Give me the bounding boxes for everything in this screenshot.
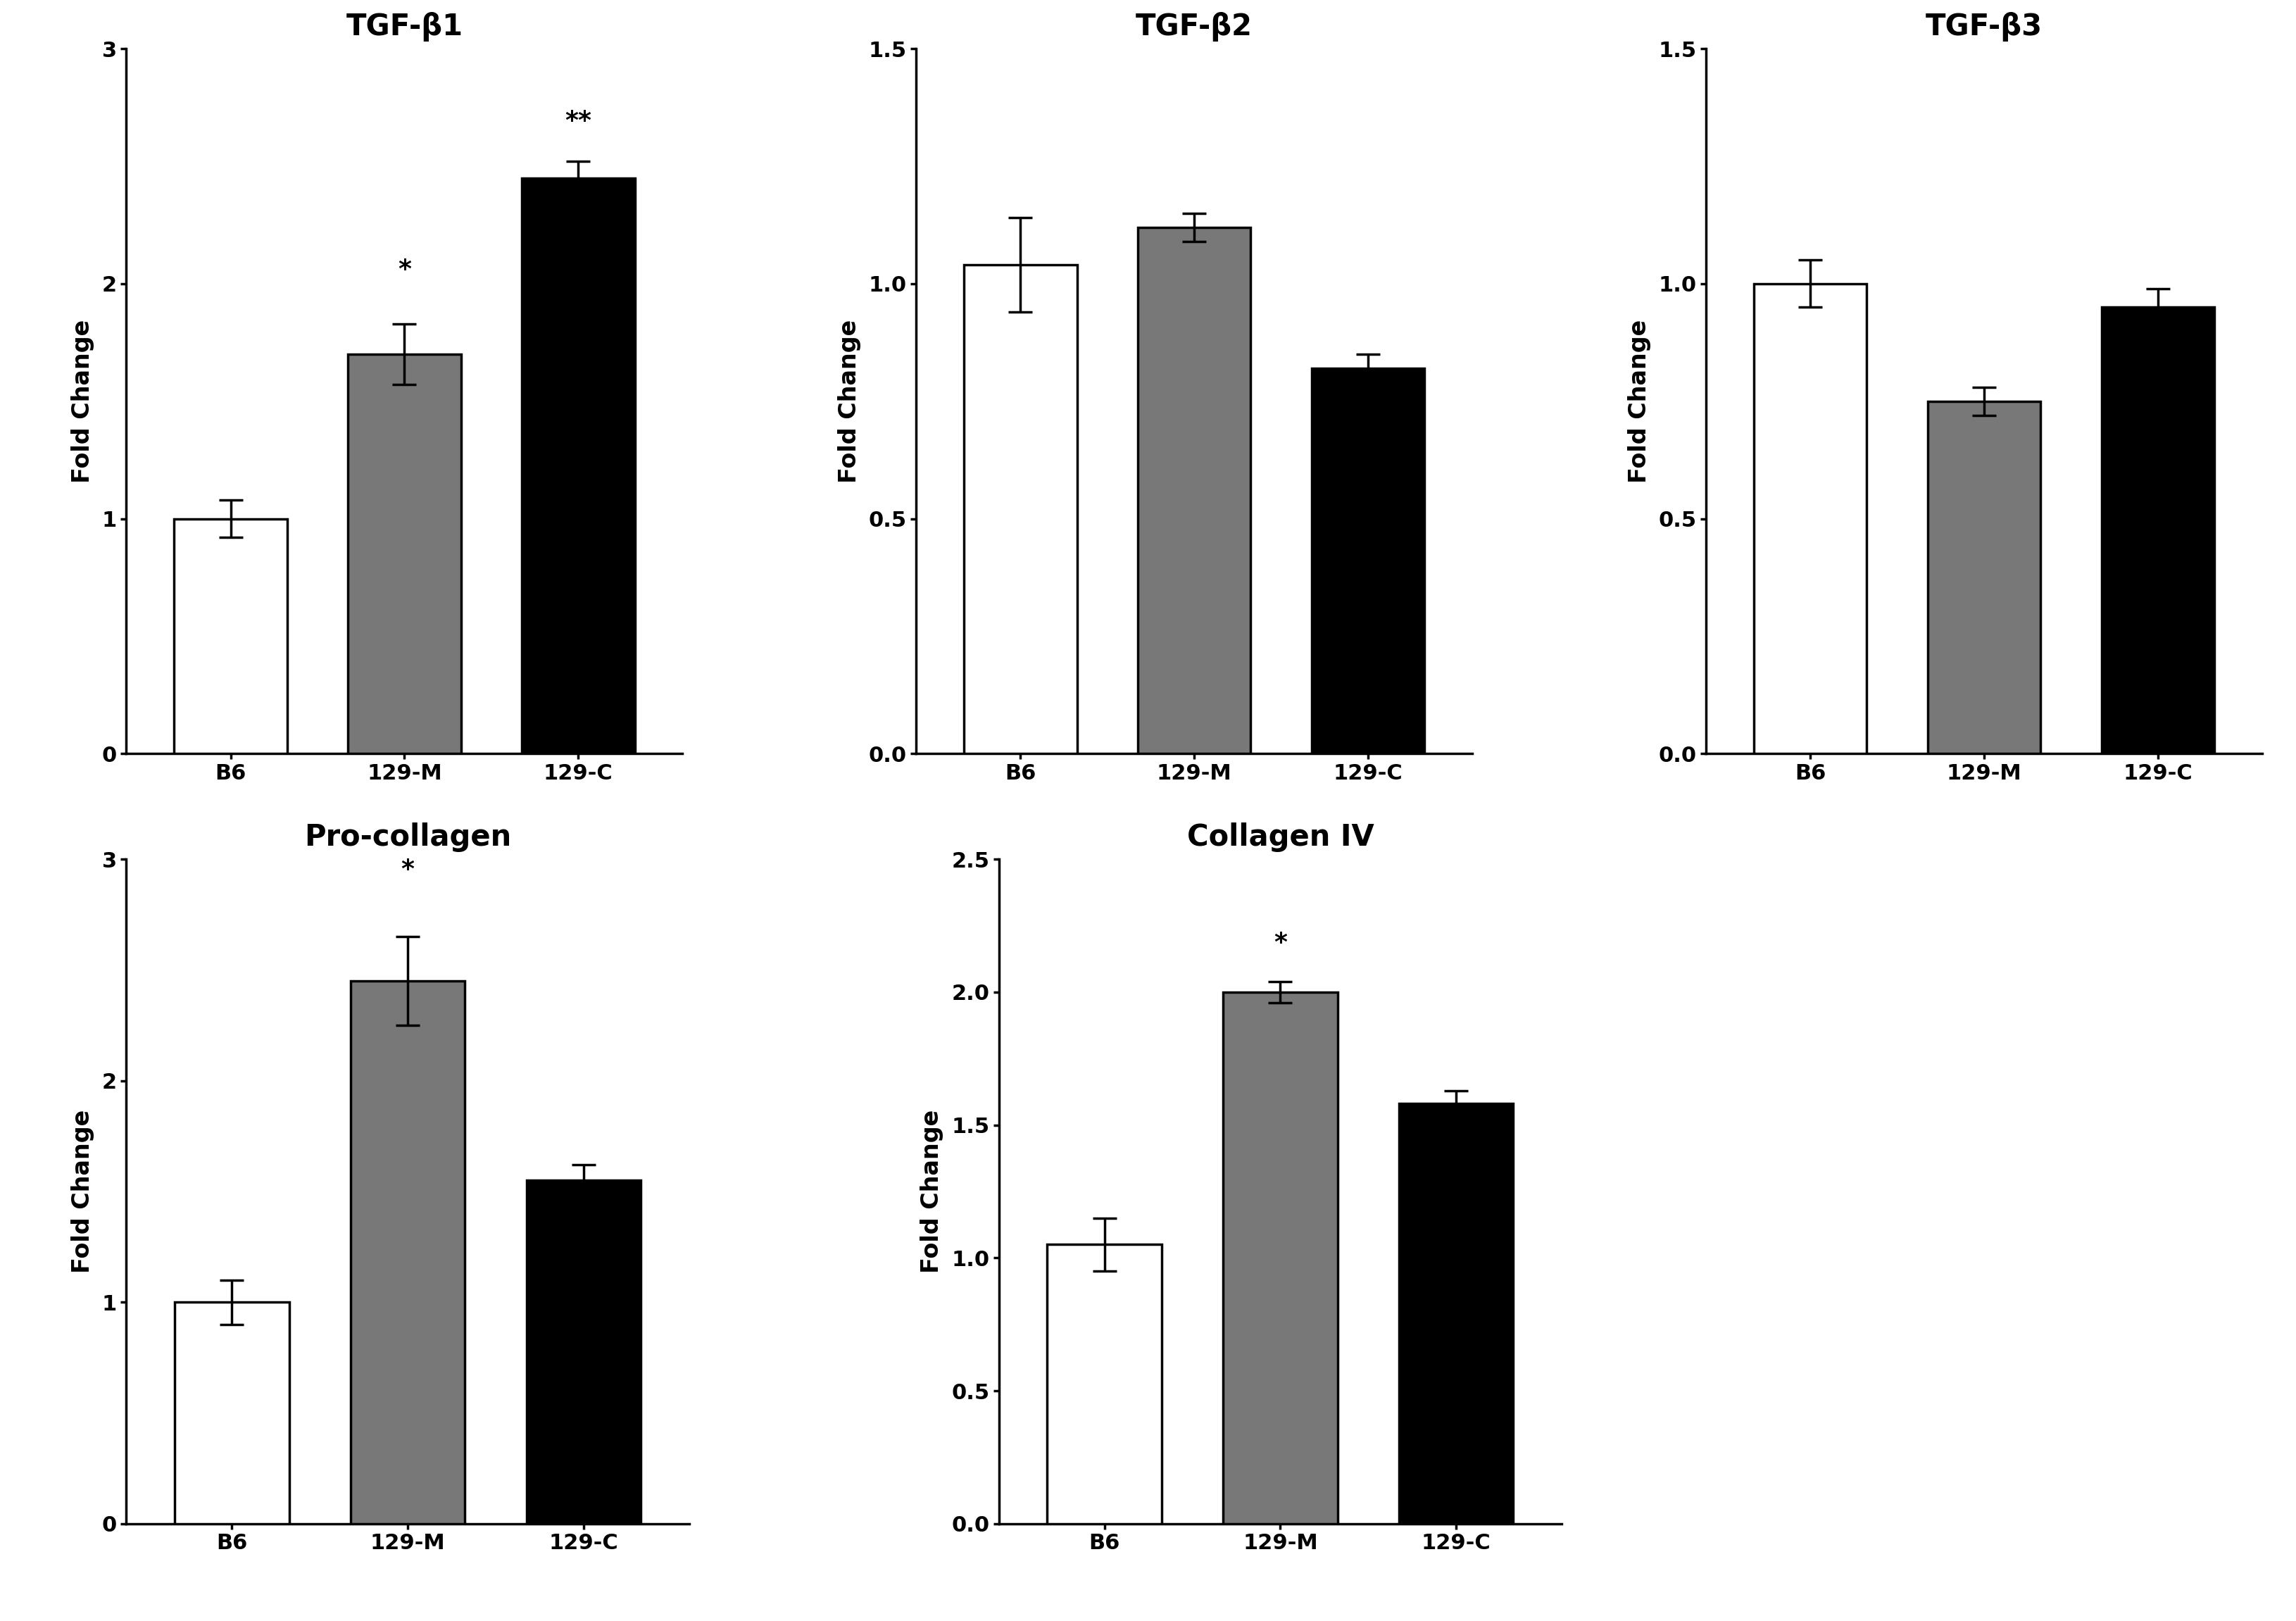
Title: TGF-β1: TGF-β1 <box>347 11 464 41</box>
Bar <box>1311 368 1424 754</box>
Bar <box>1926 400 2041 754</box>
Bar <box>351 981 464 1524</box>
Bar <box>1398 1104 1513 1524</box>
Bar <box>1754 284 1867 754</box>
Bar <box>174 1302 289 1524</box>
Text: *: * <box>1274 930 1286 955</box>
Title: Collagen IV: Collagen IV <box>1187 822 1373 851</box>
Y-axis label: Fold Change: Fold Change <box>71 319 94 483</box>
Y-axis label: Fold Change: Fold Change <box>1628 319 1651 483</box>
Bar <box>1137 227 1251 754</box>
Text: **: ** <box>565 109 592 133</box>
Bar <box>2101 308 2213 754</box>
Y-axis label: Fold Change: Fold Change <box>71 1110 94 1272</box>
Bar <box>1047 1245 1162 1524</box>
Bar <box>526 1180 641 1524</box>
Bar <box>521 178 634 754</box>
Bar <box>347 355 461 754</box>
Title: Pro-collagen: Pro-collagen <box>303 822 512 851</box>
Title: TGF-β3: TGF-β3 <box>1924 11 2041 41</box>
Text: *: * <box>397 258 411 282</box>
Text: *: * <box>402 858 413 882</box>
Y-axis label: Fold Change: Fold Change <box>921 1110 944 1272</box>
Title: TGF-β2: TGF-β2 <box>1137 11 1251 41</box>
Bar <box>174 519 287 754</box>
Bar <box>1224 992 1336 1524</box>
Bar <box>964 264 1077 754</box>
Y-axis label: Fold Change: Fold Change <box>838 319 861 483</box>
